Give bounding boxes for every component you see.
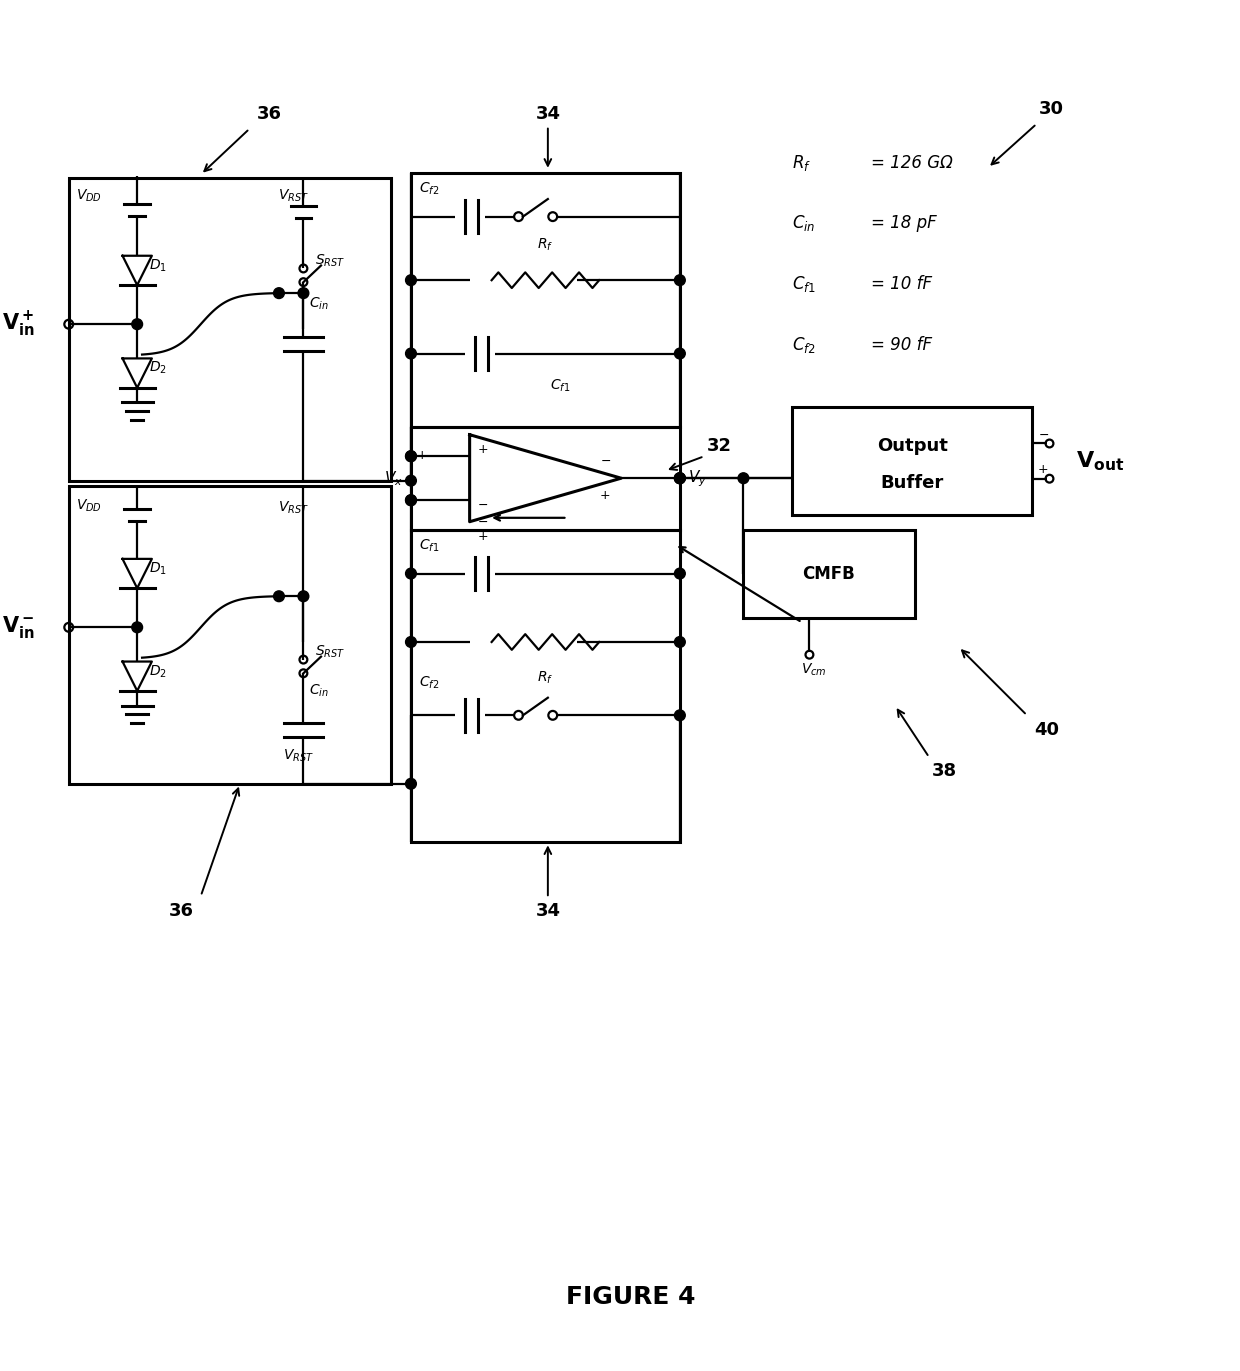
Circle shape (405, 495, 417, 506)
Polygon shape (470, 435, 621, 522)
Circle shape (405, 348, 417, 359)
Text: 34: 34 (536, 106, 560, 123)
Text: = 10 fF: = 10 fF (870, 276, 931, 293)
Bar (410, 529, 680, 842)
Text: $-$: $-$ (600, 454, 611, 468)
Circle shape (675, 473, 686, 484)
Text: = 18 pF: = 18 pF (870, 214, 936, 233)
Circle shape (405, 568, 417, 579)
Text: $V_{cm}$: $V_{cm}$ (801, 662, 827, 677)
Text: $\mathbf{V_{in}^+}$: $\mathbf{V_{in}^+}$ (1, 310, 35, 339)
Text: $R_f$: $R_f$ (537, 236, 553, 252)
Text: +: + (600, 489, 610, 502)
Text: CMFB: CMFB (802, 565, 856, 583)
Text: $D_2$: $D_2$ (149, 664, 167, 680)
Text: $C_{f1}$: $C_{f1}$ (419, 537, 439, 554)
Text: 40: 40 (1034, 721, 1059, 739)
Bar (792, 407, 1032, 515)
Text: $-$: $-$ (417, 492, 428, 506)
Circle shape (675, 274, 686, 285)
Text: $S_{RST}$: $S_{RST}$ (315, 643, 346, 659)
Text: = 126 GΩ: = 126 GΩ (870, 154, 952, 171)
Text: $V_{RST}$: $V_{RST}$ (278, 499, 309, 515)
Text: 36: 36 (257, 106, 281, 123)
Text: +: + (1038, 463, 1048, 476)
Circle shape (131, 622, 143, 632)
Text: $D_1$: $D_1$ (149, 561, 167, 577)
Bar (68, 485, 392, 784)
Text: +: + (417, 448, 428, 462)
Text: +: + (477, 529, 489, 543)
Text: +: + (477, 443, 489, 455)
Circle shape (675, 473, 686, 484)
Text: $V_{DD}$: $V_{DD}$ (76, 188, 102, 204)
Text: $\mathbf{V_{in}^-}$: $\mathbf{V_{in}^-}$ (1, 614, 35, 640)
Bar (410, 173, 680, 426)
Text: $C_{f2}$: $C_{f2}$ (792, 335, 816, 355)
Circle shape (405, 495, 417, 506)
Text: 38: 38 (931, 762, 956, 780)
Text: $C_{in}$: $C_{in}$ (309, 296, 329, 313)
Text: $C_{in}$: $C_{in}$ (309, 683, 329, 699)
Text: $\mathbf{V_{out}}$: $\mathbf{V_{out}}$ (1076, 450, 1125, 473)
Circle shape (405, 779, 417, 790)
Circle shape (405, 476, 417, 487)
Bar (68, 177, 392, 481)
Circle shape (675, 568, 686, 579)
Text: 36: 36 (169, 902, 193, 920)
Circle shape (405, 451, 417, 462)
Text: FIGURE 4: FIGURE 4 (567, 1285, 696, 1309)
Circle shape (274, 288, 284, 299)
Text: $-$: $-$ (1038, 428, 1049, 440)
Text: $V_{RST}$: $V_{RST}$ (283, 747, 314, 764)
Circle shape (738, 473, 749, 484)
Text: $C_{f1}$: $C_{f1}$ (549, 378, 570, 395)
Circle shape (675, 348, 686, 359)
Text: $D_2$: $D_2$ (149, 361, 167, 377)
Circle shape (405, 451, 417, 462)
Text: = 90 fF: = 90 fF (870, 336, 931, 354)
Text: $D_1$: $D_1$ (149, 258, 167, 274)
Circle shape (274, 591, 284, 602)
Circle shape (675, 473, 686, 484)
Text: 34: 34 (536, 902, 560, 920)
Circle shape (405, 274, 417, 285)
Circle shape (405, 636, 417, 647)
Text: $C_{f1}$: $C_{f1}$ (792, 274, 816, 295)
Text: $V_{RST}$: $V_{RST}$ (278, 188, 309, 204)
Text: $S_{RST}$: $S_{RST}$ (315, 252, 346, 269)
Bar (410, 426, 680, 529)
Text: $V_y$: $V_y$ (688, 468, 707, 488)
Bar (744, 529, 915, 617)
Text: $V_x$: $V_x$ (384, 469, 403, 488)
Text: $C_{f2}$: $C_{f2}$ (419, 181, 439, 197)
Text: $C_{in}$: $C_{in}$ (792, 214, 816, 233)
Text: 32: 32 (707, 437, 732, 455)
Circle shape (298, 591, 309, 602)
Circle shape (131, 319, 143, 329)
Text: $R_f$: $R_f$ (792, 152, 811, 173)
Text: $C_{f2}$: $C_{f2}$ (419, 675, 439, 691)
Text: $-$: $-$ (477, 515, 489, 528)
Circle shape (675, 710, 686, 721)
Circle shape (298, 288, 309, 299)
Text: $R_f$: $R_f$ (537, 669, 553, 686)
Text: $-$: $-$ (477, 498, 489, 510)
Text: Output: Output (877, 437, 947, 455)
Text: Buffer: Buffer (880, 473, 944, 492)
Text: 30: 30 (1039, 100, 1064, 118)
Text: $V_{DD}$: $V_{DD}$ (76, 498, 102, 514)
Circle shape (675, 636, 686, 647)
